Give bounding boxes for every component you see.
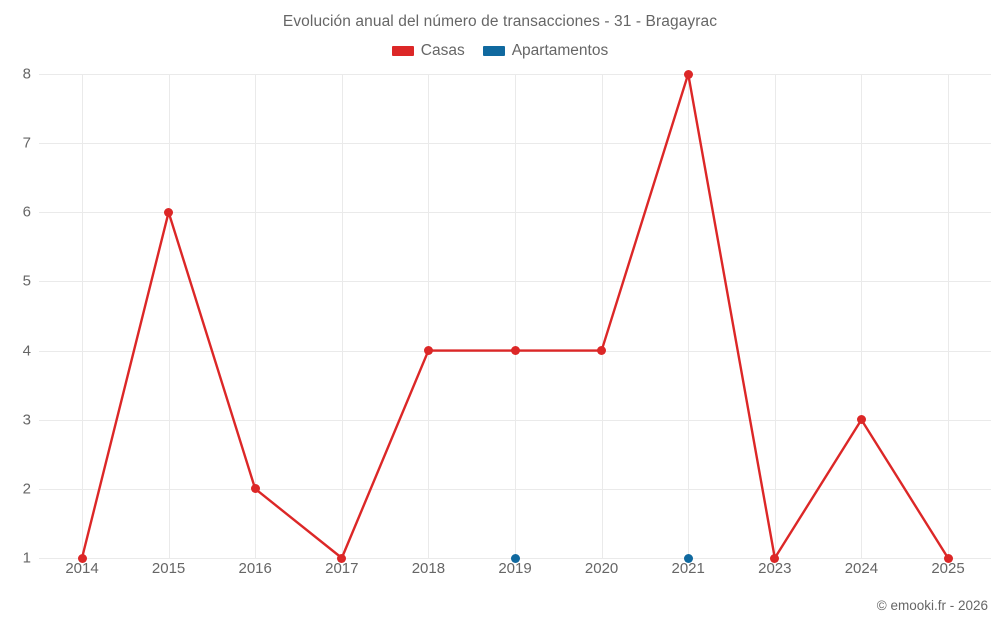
x-tick-label: 2020 (584, 560, 619, 577)
data-point[interactable] (423, 346, 433, 356)
chart-title: Evolución anual del número de transaccio… (282, 13, 718, 30)
y-tick-label: 5 (22, 272, 31, 290)
gridline-vertical (861, 74, 862, 558)
data-point[interactable] (250, 484, 260, 494)
legend-swatch-casas (391, 45, 414, 56)
data-point[interactable] (597, 346, 607, 356)
legend-swatch-apartamentos (482, 45, 505, 56)
y-tick-label: 8 (22, 65, 31, 83)
y-tick-label: 7 (22, 134, 31, 152)
data-point[interactable] (77, 553, 87, 563)
gridline-vertical (948, 74, 949, 558)
plot-area (39, 69, 991, 563)
data-point[interactable] (510, 553, 520, 563)
x-axis-tick-labels: 2014 2015 2016 2017 2018 2019 2020 2021 2023 2024… (0, 560, 1000, 588)
gridline-vertical (775, 74, 776, 558)
gridline-vertical (428, 74, 429, 558)
data-point[interactable] (337, 553, 347, 563)
x-tick-label: 2023 (758, 560, 792, 577)
legend-label-apartamentos: Apartamentos (511, 42, 609, 59)
gridline-vertical (342, 74, 343, 558)
data-point[interactable] (683, 69, 693, 79)
gridline-vertical (169, 74, 170, 558)
series-line-casas (80, 72, 950, 560)
y-tick-label: 3 (22, 411, 31, 429)
legend-label-casas: Casas (420, 42, 465, 59)
data-point[interactable] (683, 553, 693, 563)
y-tick-label: 6 (22, 203, 31, 221)
data-point[interactable] (164, 207, 174, 217)
gridline-vertical (602, 74, 603, 558)
footer-credit: © emooki.fr - 2026 (876, 598, 988, 613)
data-point[interactable] (510, 346, 520, 356)
x-tick-label: 2015 (151, 560, 186, 577)
chart-legend: Casas Apartamentos (0, 43, 1000, 59)
y-tick-label: 4 (22, 342, 31, 360)
x-tick-label: 2018 (411, 560, 446, 577)
data-point[interactable] (943, 553, 953, 563)
data-point[interactable] (770, 553, 780, 563)
legend-item-apartamentos[interactable]: Apartamentos (482, 42, 609, 59)
gridline-vertical (688, 74, 689, 558)
gridline-vertical (515, 74, 516, 558)
gridline-vertical (82, 74, 83, 558)
series-lines (80, 72, 950, 560)
x-tick-label: 2025 (931, 560, 965, 577)
x-tick-label: 2021 (671, 560, 705, 577)
x-tick-label: 2017 (325, 560, 359, 577)
y-tick-label: 1 (22, 549, 31, 567)
gridline-vertical (255, 74, 256, 558)
x-tick-label: 2019 (498, 560, 532, 577)
y-tick-label: 2 (22, 480, 31, 498)
data-point[interactable] (856, 415, 866, 425)
x-tick-label: 2024 (844, 560, 879, 577)
x-tick-label: 2014 (65, 560, 99, 577)
legend-item-casas[interactable]: Casas (391, 42, 465, 59)
y-axis-tick-labels: 1 2 3 4 5 6 7 8 (0, 66, 31, 567)
x-tick-label: 2016 (238, 560, 272, 577)
